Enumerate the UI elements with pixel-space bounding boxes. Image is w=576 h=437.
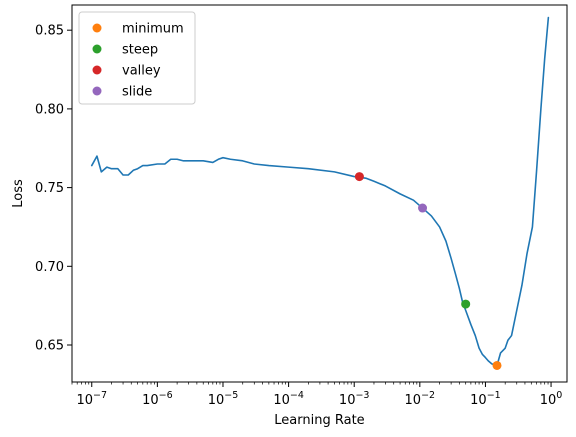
plot-area — [90, 16, 550, 370]
axes-frame — [71, 4, 568, 383]
y-tick-label: 0.80 — [35, 102, 64, 117]
marker-steep — [461, 299, 471, 309]
marker-valley — [354, 172, 364, 182]
x-tick-label: 10−3 — [339, 390, 370, 408]
loss-curve-line — [90, 16, 550, 367]
x-tick-label: 10−6 — [142, 390, 173, 408]
marker-slide — [418, 203, 428, 213]
legend-label-valley: valley — [122, 64, 161, 79]
legend-marker-valley — [92, 65, 102, 75]
y-tick-label: 0.65 — [35, 339, 64, 354]
x-axis-label: Learning Rate — [274, 413, 364, 428]
legend-marker-minimum — [92, 23, 102, 33]
legend-label-steep: steep — [122, 43, 158, 58]
legend: minimum steep valley slide — [78, 11, 196, 105]
legend-label-slide: slide — [122, 85, 152, 100]
legend-marker-steep — [92, 44, 102, 54]
x-axis-ticks: 10−7 10−6 10−5 10−4 10−3 10−2 10−1 100 — [71, 382, 563, 408]
legend-label-minimum: minimum — [122, 22, 184, 37]
x-tick-label: 10−2 — [405, 390, 436, 408]
x-tick-label: 10−1 — [470, 390, 501, 408]
x-tick-label: 10−4 — [273, 390, 304, 408]
y-axis-label: Loss — [11, 179, 26, 208]
x-tick-label: 10−5 — [208, 390, 239, 408]
y-axis-ticks: 0.65 0.70 0.75 0.80 0.85 — [35, 24, 72, 354]
y-tick-label: 0.70 — [35, 260, 64, 275]
y-tick-label: 0.85 — [35, 24, 64, 39]
x-tick-label: 100 — [540, 390, 563, 408]
x-tick-label: 10−7 — [76, 390, 107, 408]
legend-box — [78, 11, 196, 105]
y-tick-label: 0.75 — [35, 181, 64, 196]
marker-minimum — [492, 360, 502, 370]
markers-layer — [354, 172, 502, 370]
legend-marker-slide — [92, 86, 102, 96]
